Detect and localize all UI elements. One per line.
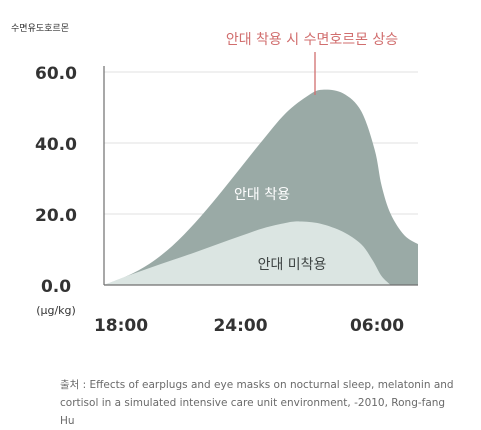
caption-line-1: 출처 : Effects of earplugs and eye masks o… <box>60 379 454 391</box>
source-caption: 출처 : Effects of earplugs and eye masks o… <box>60 376 460 430</box>
y-axis-label: 수면유도호르몬 <box>11 23 69 34</box>
y-tick-label: 60.0 <box>35 64 77 84</box>
y-tick-label: 0.0 <box>41 277 71 297</box>
x-tick-label: 06:00 <box>350 316 404 336</box>
x-tick-label: 24:00 <box>213 316 267 336</box>
series-label-eye-mask: 안대 착용 <box>234 187 290 203</box>
y-tick-labels: 0.0 20.0 40.0 60.0 <box>35 64 77 297</box>
y-unit-label: (μg/kg) <box>36 304 76 317</box>
series-area-no-eye-mask <box>104 221 391 285</box>
annotation-text: 안대 착용 시 수면호르몬 상승 <box>226 32 398 48</box>
series-label-no-eye-mask: 안대 미착용 <box>258 257 327 273</box>
y-tick-label: 40.0 <box>35 135 77 155</box>
y-tick-label: 20.0 <box>35 206 77 226</box>
x-tick-labels: 18:00 24:00 06:00 <box>94 316 404 336</box>
x-tick-label: 18:00 <box>94 316 148 336</box>
caption-line-2: cortisol in a simulated intensive care u… <box>60 397 446 427</box>
